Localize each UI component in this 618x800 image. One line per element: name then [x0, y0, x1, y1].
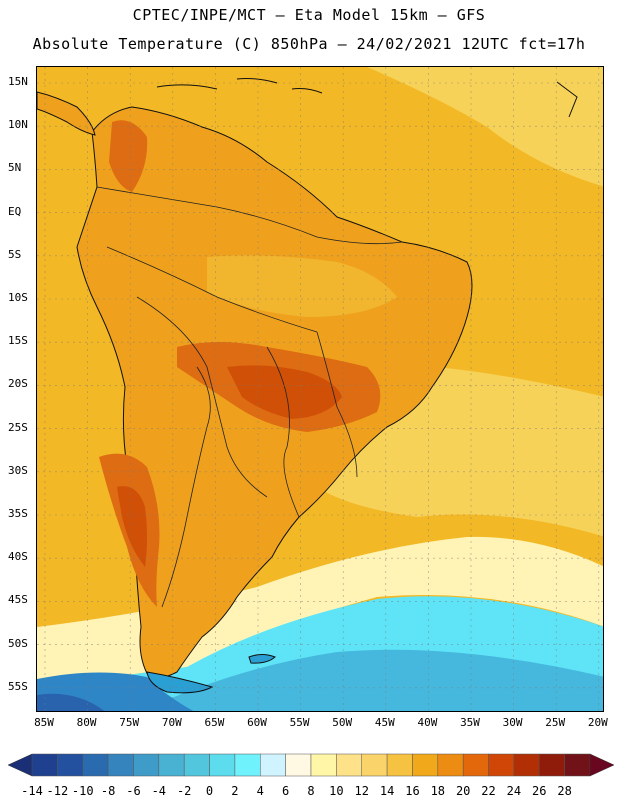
latitude-label: 55S	[8, 679, 28, 693]
colorbar-tick-label: -8	[100, 784, 116, 798]
colorbar-swatch	[183, 753, 210, 777]
colorbar-low-arrow	[7, 753, 33, 777]
colorbar	[7, 753, 615, 777]
colorbar-high-arrow	[589, 753, 615, 777]
colorbar-swatch	[564, 753, 591, 777]
colorbar-tick-label: 26	[532, 784, 547, 798]
longitude-label: 70W	[161, 716, 182, 729]
colorbar-tick-label: 28	[557, 784, 572, 798]
colorbar-tick-label: 14	[379, 784, 395, 798]
colorbar-swatch	[82, 753, 109, 777]
longitude-label: 45W	[374, 716, 395, 729]
longitude-label: 60W	[247, 716, 267, 729]
colorbar-tick-label: 18	[430, 784, 446, 798]
map-title-line1: CPTEC/INPE/MCT – Eta Model 15km – GFS	[132, 6, 486, 24]
colorbar-swatch	[31, 753, 58, 777]
colorbar-swatch	[513, 753, 540, 777]
colorbar-swatch	[412, 753, 439, 777]
colorbar-swatch	[310, 753, 337, 777]
longitude-label: 50W	[332, 716, 353, 729]
colorbar-tick-label: -6	[126, 784, 141, 798]
colorbar-swatch	[488, 753, 515, 777]
latitude-label: EQ	[8, 204, 22, 218]
colorbar-swatch	[234, 753, 261, 777]
latitude-label: 50S	[8, 636, 28, 650]
longitude-label: 20W	[587, 716, 608, 729]
land-hottest-southwest	[117, 486, 147, 567]
colorbar-tick-label: -10	[71, 784, 94, 798]
ocean-mild-northeast	[367, 67, 603, 187]
latitude-label: 5N	[8, 161, 22, 175]
central-america-land	[37, 91, 96, 136]
colorbar-tick-label: 12	[354, 784, 369, 798]
latitude-label: 30S	[8, 463, 28, 477]
longitude-label: 30W	[502, 716, 523, 729]
colorbar-swatch	[285, 753, 312, 777]
colorbar-swatch	[386, 753, 413, 777]
colorbar-tick-label: 22	[481, 784, 496, 798]
colorbar-swatch	[133, 753, 160, 777]
longitude-label: 65W	[204, 716, 225, 729]
latitude-label: 5S	[8, 247, 22, 261]
colorbar-tick-label: 2	[231, 784, 239, 798]
south-darkest-zone	[37, 693, 105, 711]
colorbar-tick-label: 24	[506, 784, 522, 798]
colorbar-swatch	[437, 753, 464, 777]
latitude-label: 45S	[8, 593, 28, 607]
colorbar-tick-label: 8	[307, 784, 315, 798]
colorbar-tick-label: 6	[282, 784, 290, 798]
caribbean-islands	[156, 78, 578, 118]
colorbar-swatch	[539, 753, 565, 777]
colorbar-tick-label: -2	[176, 784, 192, 798]
colorbar-tick-label: -14	[21, 784, 43, 798]
colorbar-swatch	[462, 753, 489, 777]
colorbar-swatch	[158, 753, 185, 777]
colorbar-swatch	[107, 753, 134, 777]
longitude-label: 75W	[119, 716, 140, 729]
latitude-label: 35S	[8, 507, 28, 520]
longitude-label: 85W	[34, 716, 54, 729]
longitude-label: 25W	[545, 716, 566, 729]
temperature-field	[37, 67, 603, 711]
colorbar-tick-label: 4	[256, 784, 264, 798]
land-hottest-core	[227, 365, 342, 419]
latitude-label: 15S	[8, 334, 28, 348]
colorbar-swatch	[57, 753, 83, 777]
country-borders	[96, 186, 403, 608]
land-mild-amazon	[207, 255, 397, 317]
latitude-label: 15N	[8, 75, 28, 88]
colorbar-swatch	[336, 753, 362, 777]
longitude-label: 40W	[417, 716, 438, 729]
colorbar-tick-label: 20	[455, 784, 471, 798]
latitude-label: 40S	[8, 550, 28, 564]
longitude-label: 80W	[76, 716, 97, 729]
colorbar-tick-label: 10	[329, 784, 344, 798]
colorbar-swatch	[361, 753, 388, 777]
temperature-map	[36, 66, 604, 712]
south-mid-blue-zone	[141, 649, 603, 711]
longitude-label: 55W	[289, 716, 310, 729]
latitude-label: 10N	[8, 118, 28, 132]
longitude-label: 35W	[460, 716, 480, 729]
latitude-label: 25S	[8, 420, 28, 434]
map-title-line2: Absolute Temperature (C) 850hPa – 24/02/…	[32, 35, 586, 53]
lat-lon-grid	[37, 67, 603, 711]
land-hot-north	[109, 120, 148, 192]
colorbar-tick-label: -12	[46, 784, 69, 798]
colorbar-tick-label: -4	[151, 784, 167, 798]
latitude-label: 10S	[8, 291, 28, 304]
latitude-label: 20S	[8, 377, 28, 391]
colorbar-tick-label: 16	[405, 784, 420, 798]
falkland-islands	[248, 654, 276, 664]
colorbar-swatch	[209, 753, 236, 777]
colorbar-swatch	[260, 753, 286, 777]
colorbar-tick-label: 0	[205, 784, 214, 798]
